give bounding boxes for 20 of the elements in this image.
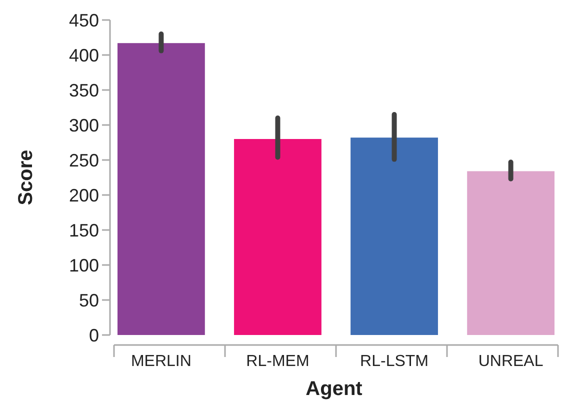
bar [234, 139, 322, 335]
y-tick-label: 200 [68, 185, 99, 206]
y-axis-title: Score [15, 150, 37, 206]
x-tick-label: UNREAL [478, 353, 544, 370]
y-tick-label: 100 [68, 255, 99, 276]
y-tick-label: 350 [68, 80, 99, 100]
bar [117, 43, 205, 335]
y-tick-label: 0 [88, 325, 99, 346]
y-tick-label: 50 [78, 290, 99, 310]
y-tick-label: 250 [68, 150, 99, 170]
x-tick-label: MERLIN [130, 353, 192, 370]
y-tick-label: 150 [68, 220, 99, 240]
x-tick-label: RL-LSTM [360, 353, 428, 370]
x-axis-title: Agent [306, 378, 363, 400]
y-tick-label: 300 [68, 115, 99, 136]
bar [467, 171, 555, 335]
y-tick-label: 400 [68, 45, 99, 66]
y-tick-label: 450 [68, 10, 99, 30]
bar [350, 138, 438, 335]
x-tick-label: RL-MEM [246, 353, 310, 370]
